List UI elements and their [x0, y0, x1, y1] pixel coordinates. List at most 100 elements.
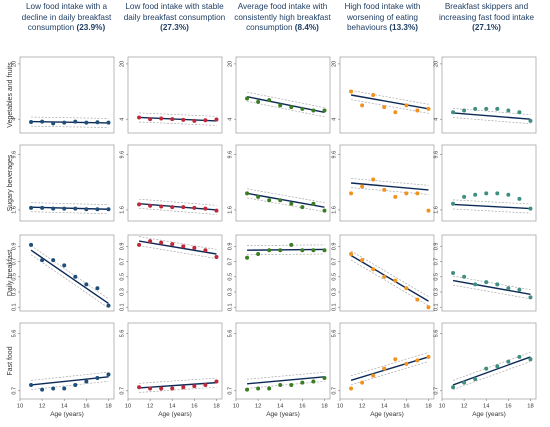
y-tick-label: 9.6	[434, 151, 440, 159]
data-point	[203, 248, 208, 253]
data-point	[382, 187, 387, 192]
y-tick-label: 5.6	[228, 330, 234, 338]
y-tick-label: 20	[332, 61, 338, 67]
row-label-4: Fast food	[7, 346, 14, 375]
x-tick-label: 12	[461, 404, 467, 410]
group-header-2: Low food intake with stable daily breakf…	[122, 2, 227, 34]
confidence-band	[30, 245, 109, 300]
data-point	[371, 373, 376, 378]
data-point	[62, 386, 67, 391]
data-point	[349, 191, 354, 196]
fit-line	[139, 381, 217, 389]
y-tick-label: 0.3	[228, 288, 234, 296]
data-point	[62, 120, 67, 125]
data-point	[181, 205, 186, 210]
group-share-2: (27.3%)	[160, 23, 189, 32]
group-share-4: (13.3%)	[389, 23, 418, 32]
y-tick-label: 5.6	[332, 330, 338, 338]
data-point	[311, 379, 316, 384]
data-point	[29, 382, 34, 387]
data-point	[451, 385, 456, 390]
x-tick-label: 14	[381, 404, 388, 410]
x-tick-label: 10	[337, 404, 343, 410]
data-point	[137, 242, 142, 247]
data-point	[214, 117, 219, 122]
group-share-5: (27.1%)	[472, 23, 501, 32]
data-point	[95, 120, 100, 125]
panel-r4-c5: 0.7 5.6 10 12 14 16 18 Age (years)	[434, 322, 537, 418]
y-tick-label: 0.1	[228, 303, 234, 311]
data-point	[170, 205, 175, 210]
fit-line	[452, 356, 531, 386]
panel-r3-c5: 0.1 0.3 0.5 0.7 0.9	[434, 234, 537, 312]
data-point	[415, 297, 420, 302]
y-tick-label: 0.1	[332, 303, 338, 311]
data-point	[528, 295, 533, 300]
data-point	[40, 258, 45, 263]
confidence-band	[453, 117, 531, 125]
group-share-1: (23.9%)	[76, 23, 106, 32]
fit-line	[246, 96, 325, 113]
data-point	[484, 106, 489, 111]
data-point	[473, 192, 478, 197]
data-point	[289, 105, 294, 110]
panel-frame	[441, 322, 537, 400]
data-point	[393, 278, 398, 283]
data-point	[462, 380, 467, 385]
y-tick-label: 20	[434, 61, 440, 67]
data-point	[84, 207, 89, 212]
data-point	[382, 105, 387, 110]
data-point	[192, 245, 197, 250]
panel-r1-c5: 4 20	[434, 56, 537, 134]
panel-r3-c3: 0.1 0.3 0.5 0.7 0.9	[228, 234, 331, 312]
panel-frame	[235, 322, 331, 400]
data-point	[360, 103, 365, 108]
data-point	[84, 120, 89, 125]
data-point	[300, 106, 305, 111]
data-point	[137, 385, 142, 390]
data-point	[473, 282, 478, 287]
y-tick-label: 1.6	[228, 206, 234, 214]
data-point	[267, 386, 272, 391]
panel-frame	[441, 56, 537, 134]
data-point	[404, 191, 409, 196]
confidence-band	[453, 208, 531, 214]
data-point	[415, 358, 420, 363]
data-point	[495, 364, 500, 369]
panel-frame	[339, 56, 435, 134]
data-point	[170, 117, 175, 122]
y-tick-label: 9.6	[12, 151, 18, 159]
x-tick-label: 16	[403, 404, 409, 410]
x-tick-label: 10	[17, 404, 23, 410]
panel-frame	[441, 144, 537, 222]
y-tick-label: 0.9	[332, 243, 338, 251]
y-tick-label: 4	[228, 118, 234, 121]
group-header-5: Breakfast skippers and increasing fast f…	[434, 2, 539, 34]
data-point	[311, 201, 316, 206]
data-point	[484, 280, 489, 285]
data-point	[473, 106, 478, 111]
y-tick-label: 0.1	[120, 303, 126, 311]
data-point	[148, 117, 153, 122]
data-point	[451, 271, 456, 275]
x-tick-label: 14	[61, 404, 68, 410]
y-tick-label: 0.5	[12, 273, 18, 281]
data-point	[192, 118, 197, 123]
fit-line	[138, 240, 217, 255]
panel-r1-c4: 4 20	[332, 56, 435, 134]
x-tick-label: 14	[169, 404, 176, 410]
panel-r2-c2: 1.6 9.6	[120, 144, 223, 222]
fit-line	[452, 279, 531, 295]
confidence-band	[246, 91, 325, 109]
y-tick-label: 5.6	[120, 330, 126, 338]
data-point	[203, 118, 208, 123]
data-point	[267, 98, 272, 103]
data-point	[159, 240, 164, 245]
panel-r3-c2: 0.1 0.3 0.5 0.7 0.9	[120, 234, 223, 312]
y-tick-label: 20	[228, 61, 234, 67]
confidence-band	[351, 178, 429, 186]
panel-frame	[441, 234, 537, 312]
x-tick-label: 12	[39, 404, 45, 410]
confidence-band	[31, 211, 109, 215]
